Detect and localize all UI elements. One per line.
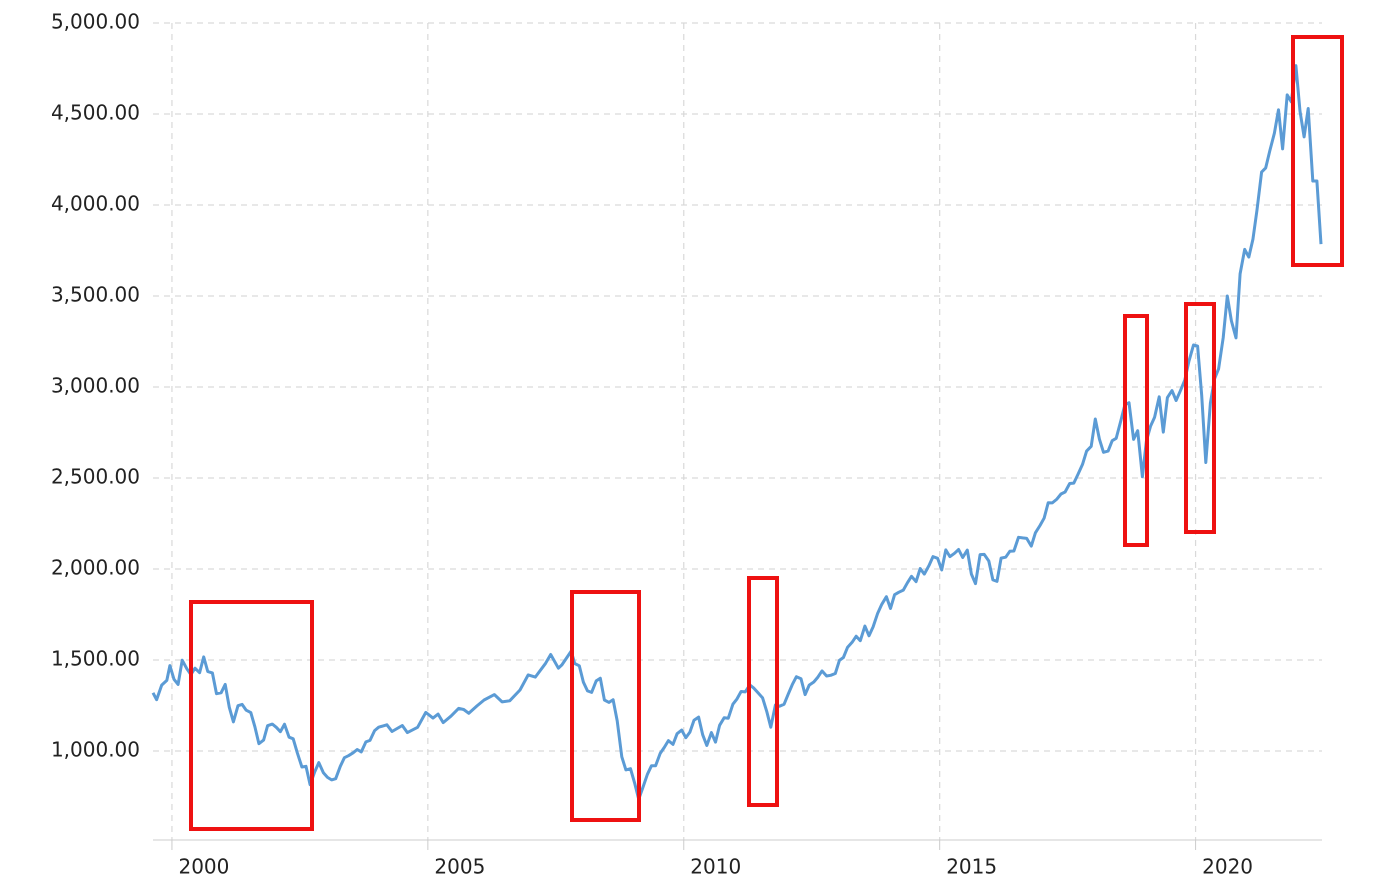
highlight-boxes <box>189 35 1344 831</box>
y-tick-label: 2,000.00 <box>51 556 140 580</box>
y-tick-label: 1,500.00 <box>51 647 140 671</box>
y-tick-label: 4,500.00 <box>51 101 140 125</box>
y-tick-label: 4,000.00 <box>51 192 140 216</box>
highlight-box <box>570 590 641 822</box>
y-tick-label: 3,500.00 <box>51 283 140 307</box>
highlight-box <box>189 600 314 831</box>
grid: 1,000.00 1,500.00 2,000.00 2,500.00 3,000.00… <box>51 10 1322 879</box>
x-tick-label: 2015 <box>946 855 997 879</box>
highlight-box <box>1184 302 1216 534</box>
y-tick-label: 1,000.00 <box>51 738 140 762</box>
y-tick-label: 5,000.00 <box>51 10 140 34</box>
y-tick-label: 3,000.00 <box>51 374 140 398</box>
highlight-box <box>1123 314 1149 547</box>
x-tick-label: 2020 <box>1202 855 1253 879</box>
y-tick-label: 2,500.00 <box>51 465 140 489</box>
highlight-box <box>747 576 779 807</box>
highlight-box <box>1291 35 1344 267</box>
x-tick-label: 2005 <box>434 855 485 879</box>
x-tick-label: 2010 <box>690 855 741 879</box>
x-tick-label: 2000 <box>178 855 229 879</box>
